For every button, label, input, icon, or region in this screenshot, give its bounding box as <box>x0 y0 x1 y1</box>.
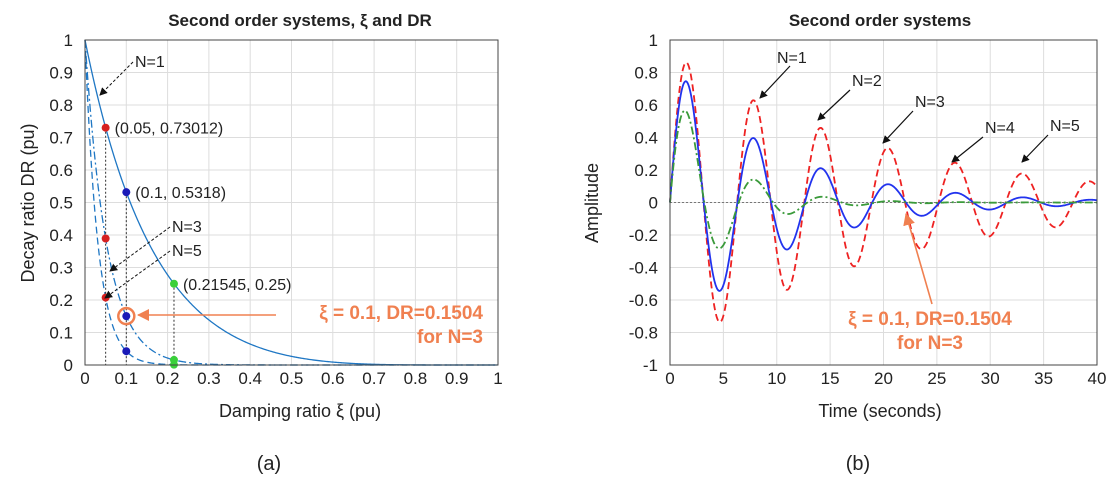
chart-a-xtick-label: 0.9 <box>445 369 469 388</box>
chart-a-ytick-label: 0.8 <box>49 96 73 115</box>
chart-a-ytick-label: 0.3 <box>49 259 73 278</box>
chart-b-tick-labels: 0 5 10 15 20 25 30 35 40 -1 -0.8 -0.6 -0.4 -0.2 0 0.2 0.… <box>629 31 1107 388</box>
chart-a-xtick-label: 0 <box>80 369 89 388</box>
leader-arrow <box>759 65 791 99</box>
caption-a: (a) <box>257 453 281 475</box>
data-point <box>101 123 110 132</box>
chart-b-ytick-label: -0.8 <box>629 324 658 343</box>
response-curve <box>669 80 1098 292</box>
highlight-arrow-b <box>903 213 933 305</box>
chart-a-ytick-label: 0.2 <box>49 291 73 310</box>
highlight-ring <box>117 306 136 326</box>
chart-a-xtick-label: 0.5 <box>280 369 304 388</box>
annotation-n3-a: N=3 <box>172 219 202 236</box>
chart-a-ytick-label: 0.4 <box>49 226 73 245</box>
point-label: (0.21545, 0.25) <box>183 277 292 294</box>
annotation-n1-b: N=1 <box>777 50 807 67</box>
caption-b: (b) <box>846 453 870 475</box>
chart-a-ytick-label: 0.9 <box>49 64 73 83</box>
chart-b-ytick-label: 0 <box>649 194 658 213</box>
data-point <box>122 347 131 356</box>
chart-a-xtick-label: 0.3 <box>197 369 221 388</box>
response-curve <box>669 109 1097 250</box>
chart-b-ytick-label: -1 <box>643 356 658 375</box>
chart-b-annotations: N=1 N=2 N=3 N=4 N=5 ξ = 0.1, DR=0.1504 f… <box>759 50 1080 354</box>
chart-b-ytick-label: -0.2 <box>629 226 658 245</box>
chart-a-xtick-label: 0.1 <box>114 369 138 388</box>
leader-arrow <box>951 136 984 163</box>
chart-b-frame <box>669 39 1098 366</box>
chart-a-title: Second order systems, ξ and DR <box>168 11 432 30</box>
chart-b-ylabel: Amplitude <box>582 163 602 243</box>
chart-b-xtick-label: 20 <box>874 369 893 388</box>
annotation-n5-a: N=5 <box>172 243 202 260</box>
leader-n1 <box>99 61 134 96</box>
chart-a-xtick-label: 0.4 <box>238 369 262 388</box>
chart-a-xtick-label: 0.8 <box>404 369 428 388</box>
chart-a-tick-labels: 0 0.1 0.2 0.3 0.4 0.5 0.6 0.7 0.8 0.9 1 0 0.1 0.2 0.3 0… <box>49 31 502 388</box>
chart-a-xtick-label: 1 <box>493 369 502 388</box>
annotation-n1-a: N=1 <box>135 54 165 71</box>
chart-b-xtick-label: 35 <box>1034 369 1053 388</box>
chart-a-ytick-label: 0.1 <box>49 324 73 343</box>
data-point <box>169 279 178 288</box>
chart-b-xtick-label: 40 <box>1088 369 1107 388</box>
data-point <box>101 293 110 302</box>
chart-b-title: Second order systems <box>789 11 971 30</box>
chart-b-xtick-label: 5 <box>719 369 728 388</box>
chart-a-xtick-label: 0.6 <box>321 369 345 388</box>
chart-a-xlabel: Damping ratio ξ (pu) <box>219 401 381 421</box>
highlight-b-line2: for N=3 <box>897 333 963 354</box>
point-label: (0.05, 0.73012) <box>115 121 224 138</box>
highlight-a-line1: ξ = 0.1, DR=0.1504 <box>319 303 483 324</box>
chart-b-curves <box>669 61 1098 324</box>
chart-b-xlabel: Time (seconds) <box>818 401 941 421</box>
chart-b-ytick-label: 0.2 <box>634 161 658 180</box>
chart-b-xtick-label: 15 <box>821 369 840 388</box>
chart-b-ytick-label: 0.6 <box>634 96 658 115</box>
data-point <box>101 234 110 243</box>
annotation-n2-b: N=2 <box>852 73 882 90</box>
data-point <box>122 188 131 197</box>
chart-b-ytick-label: -0.6 <box>629 291 658 310</box>
chart-panel-a: Second order systems, ξ and DR Damping r… <box>18 11 503 475</box>
chart-b-ytick-label: 0.8 <box>634 64 658 83</box>
chart-a-ytick-label: 0 <box>64 356 73 375</box>
chart-b-ytick-label: -0.4 <box>629 259 658 278</box>
chart-b-xtick-label: 25 <box>927 369 946 388</box>
chart-a-ytick-label: 1 <box>64 31 73 50</box>
chart-a-guide-lines <box>105 127 175 365</box>
chart-b-ytick-label: 0.4 <box>634 129 658 148</box>
chart-a-ytick-label: 0.5 <box>49 194 73 213</box>
leader-n3 <box>109 226 171 272</box>
chart-b-xtick-label: 0 <box>665 369 674 388</box>
chart-a-xtick-label: 0.2 <box>156 369 180 388</box>
point-label: (0.1, 0.5318) <box>135 185 226 202</box>
leader-arrow <box>817 89 851 121</box>
highlight-b-line1: ξ = 0.1, DR=0.1504 <box>848 309 1012 330</box>
annotation-n3-b: N=3 <box>915 94 945 111</box>
annotation-n4-b: N=4 <box>985 120 1015 137</box>
chart-a-frame <box>84 39 499 366</box>
annotation-n5-b: N=5 <box>1050 118 1080 135</box>
response-curve <box>669 61 1098 324</box>
chart-a-points: (0.05, 0.73012) (0.1, 0.5318) (0.21545, 0.… <box>101 121 292 369</box>
chart-b-xtick-label: 10 <box>767 369 786 388</box>
leader-arrow <box>882 110 914 144</box>
chart-a-xtick-label: 0.7 <box>362 369 386 388</box>
leader-n5 <box>104 250 171 299</box>
chart-a-ytick-label: 0.6 <box>49 161 73 180</box>
highlight-a-line2: for N=3 <box>417 327 483 348</box>
chart-b-xtick-label: 30 <box>981 369 1000 388</box>
leader-arrow <box>1021 134 1049 163</box>
data-point <box>122 312 131 321</box>
chart-a-annotations: N=1 N=3 N=5 ξ = 0.1, DR=0.1504 for N=3 <box>99 54 483 348</box>
chart-panel-b: Second order systems Time (seconds) Ampl… <box>582 11 1106 475</box>
chart-a-ylabel: Decay ratio DR (pu) <box>18 123 38 282</box>
chart-a-ytick-label: 0.7 <box>49 129 73 148</box>
chart-b-ytick-label: 1 <box>649 31 658 50</box>
